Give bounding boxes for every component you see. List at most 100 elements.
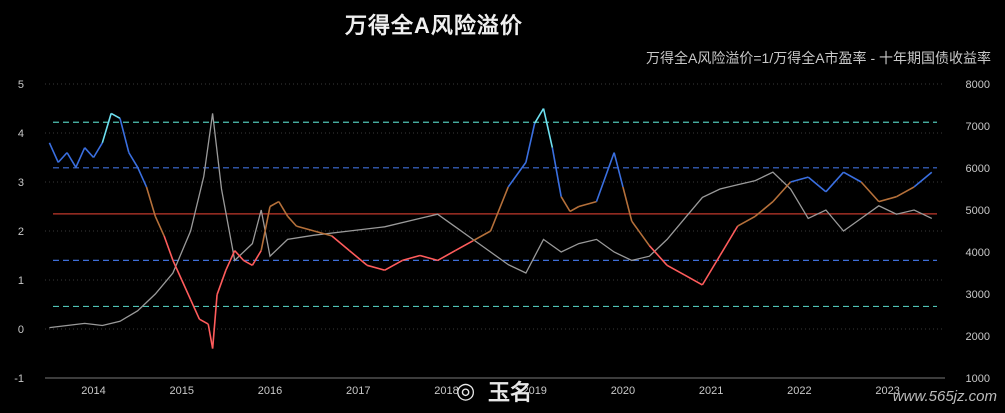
index-series-path <box>49 113 933 329</box>
premium-segment <box>136 166 148 188</box>
index-series-line <box>49 113 933 329</box>
premium-segment <box>260 206 271 251</box>
y-left-tick-label: 0 <box>18 324 24 336</box>
premium-segment <box>622 186 633 222</box>
weibo-icon: ◎ <box>456 378 476 403</box>
premium-segment <box>101 113 112 144</box>
premium-segment <box>569 205 580 213</box>
premium-segment <box>225 250 236 271</box>
premium-segment <box>790 176 809 183</box>
premium-segment <box>648 245 668 266</box>
premium-segment <box>128 152 139 168</box>
x-tick-label: 2016 <box>258 385 282 397</box>
premium-segment <box>551 147 562 197</box>
premium-segment <box>287 215 298 227</box>
premium-segment <box>472 230 491 242</box>
watermark-name: 玉名 <box>488 380 533 405</box>
y-right-tick-label: 4000 <box>966 247 990 259</box>
premium-segment <box>825 171 845 193</box>
premium-segment <box>172 260 183 281</box>
chart-subtitle: 万得全A风险溢价=1/万得全A市盈率 - 十年期国债收益率 <box>646 50 991 66</box>
premium-segment <box>843 171 862 183</box>
premium-segment <box>666 264 686 276</box>
y-right-tick-label: 8000 <box>966 79 990 91</box>
premium-segment <box>534 108 545 124</box>
premium-segment <box>296 225 315 232</box>
premium-segment <box>189 299 201 320</box>
y-left-tick-label: 3 <box>18 177 24 189</box>
premium-segment <box>913 171 933 188</box>
premium-segment <box>878 195 897 203</box>
premium-segment <box>211 294 218 349</box>
y-left-tick-label: -1 <box>14 373 24 385</box>
premium-segment <box>243 259 253 266</box>
premium-segment <box>278 201 289 217</box>
premium-segment <box>631 220 651 247</box>
y-right-tick-label: 3000 <box>966 289 990 301</box>
premium-segment <box>384 259 403 271</box>
premium-segment <box>402 254 421 262</box>
premium-segment <box>207 323 214 349</box>
x-tick-label: 2018 <box>434 385 458 397</box>
premium-segment <box>454 240 474 252</box>
premium-segment <box>719 225 739 256</box>
y-axis-left: -1 0 1 2 3 4 5 <box>14 79 24 385</box>
premium-segment <box>75 147 86 168</box>
premium-segment <box>110 112 121 119</box>
premium-segment <box>896 186 915 198</box>
premium-segment <box>66 152 77 168</box>
premium-series-line <box>48 108 933 349</box>
premium-segment <box>181 279 192 300</box>
premium-segment <box>84 147 95 159</box>
premium-segment <box>437 249 456 262</box>
x-tick-label: 2019 <box>522 385 546 397</box>
y-right-tick-label: 6000 <box>966 163 990 175</box>
premium-segment <box>737 215 756 227</box>
premium-segment <box>234 250 245 261</box>
premium-segment <box>48 142 59 163</box>
premium-segment <box>154 215 165 237</box>
y-axis-right: 1000 2000 3000 4000 5000 6000 7000 8000 <box>966 79 990 385</box>
premium-segment <box>754 200 774 217</box>
premium-segment <box>119 118 130 153</box>
premium-segment <box>701 255 721 286</box>
x-tick-label: 2020 <box>611 385 635 397</box>
x-tick-label: 2017 <box>346 385 370 397</box>
x-tick-label: 2022 <box>787 385 811 397</box>
y-left-tick-label: 4 <box>18 128 24 140</box>
premium-segment <box>772 181 792 203</box>
premium-segment <box>578 200 597 208</box>
premium-segment <box>251 250 262 266</box>
y-right-tick-label: 2000 <box>966 331 990 343</box>
premium-segment <box>216 269 227 295</box>
grid-lines <box>45 83 945 379</box>
x-tick-label: 2021 <box>699 385 723 397</box>
premium-segment <box>366 264 385 271</box>
premium-segment <box>313 230 332 237</box>
premium-segment <box>860 181 880 203</box>
premium-segment <box>684 274 703 286</box>
premium-segment <box>145 186 157 217</box>
premium-segment <box>595 152 615 202</box>
x-tick-label: 2023 <box>875 385 899 397</box>
y-right-tick-label: 7000 <box>966 121 990 133</box>
y-right-tick-label: 1000 <box>966 373 990 385</box>
y-left-tick-label: 1 <box>18 275 24 287</box>
premium-segment <box>419 254 438 262</box>
x-axis: 2014 2015 2016 2017 2018 2019 2020 2021 2022 2023 <box>45 377 945 397</box>
premium-segment <box>807 176 827 193</box>
premium-segment <box>560 196 571 212</box>
x-tick-label: 2015 <box>170 385 194 397</box>
y-left-tick-label: 5 <box>18 79 24 91</box>
premium-segment <box>269 200 280 208</box>
premium-segment <box>348 249 368 266</box>
x-tick-label: 2014 <box>81 385 105 397</box>
premium-segment <box>525 123 536 163</box>
premium-segment <box>489 186 509 232</box>
y-left-tick-label: 2 <box>18 226 24 238</box>
premium-segment <box>331 235 350 252</box>
chart-title: 万得全A风险溢价 <box>345 13 523 38</box>
y-right-tick-label: 5000 <box>966 205 990 217</box>
premium-segment <box>507 161 527 188</box>
